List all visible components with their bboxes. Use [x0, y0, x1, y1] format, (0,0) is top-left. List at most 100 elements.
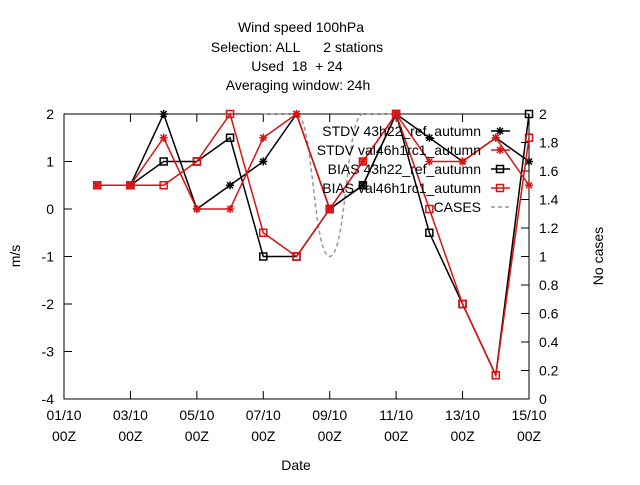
star-marker — [192, 205, 201, 213]
x-tick-label: 01/10 — [46, 407, 81, 423]
square-marker — [259, 252, 268, 261]
square-marker — [495, 183, 505, 193]
chart-title: Wind speed 100hPa Selection: ALL 2 stati… — [211, 19, 383, 93]
star-stroke — [496, 127, 504, 135]
legend-label: BIAS val46h1rc1_autumn — [322, 180, 481, 196]
square-marker — [225, 133, 235, 142]
legend-entry: CASES — [434, 199, 510, 215]
legend-entry: STDV val46h1rc1_autumn — [317, 142, 510, 158]
title-line-4: Averaging window: 24h — [226, 77, 371, 93]
star-marker — [226, 205, 235, 213]
y-tick-label: 0 — [46, 201, 54, 217]
y-tick-label: -4 — [42, 391, 55, 407]
x-tick-label-time: 00Z — [318, 428, 343, 444]
x-axis-label: Date — [281, 457, 311, 473]
star-stroke — [226, 205, 234, 213]
y2-tick-label: 0.2 — [539, 363, 559, 379]
y2-tick-label: 0 — [539, 391, 547, 407]
x-tick-label-time: 00Z — [52, 428, 77, 444]
series-bias-val46h1rc1-autumn — [92, 109, 534, 380]
title-line-1: Wind speed 100hPa — [238, 19, 364, 35]
y-tick-label: -3 — [42, 344, 55, 360]
star-stroke — [259, 134, 267, 142]
x-tick-label: 13/10 — [445, 407, 480, 423]
star-stroke — [525, 181, 533, 189]
x-tick-label: 07/10 — [246, 407, 281, 423]
star-stroke — [292, 110, 301, 118]
square-marker — [92, 181, 102, 190]
square-marker — [524, 109, 534, 119]
legend-label: STDV 43h22_ref_autumn — [322, 123, 481, 139]
axes-group: -4 -3 -2 -1 0 1 2 0 0.2 0.4 0.6 0.8 1 1.2 1.4 1.6 1.8 2 01… — [42, 106, 559, 444]
y2-tick-label: 0.6 — [539, 306, 559, 322]
y-tick-label: -2 — [42, 296, 55, 312]
x-tick-label: 11/10 — [379, 407, 413, 423]
star-marker — [259, 133, 268, 142]
x-tick-label: 05/10 — [179, 407, 214, 423]
x-tick-label-time: 00Z — [185, 428, 210, 444]
x-tick-label-time: 00Z — [517, 428, 542, 444]
square-marker — [391, 109, 401, 119]
y2-tick-label: 1.4 — [539, 192, 559, 208]
star-marker — [159, 110, 168, 118]
star-stroke — [160, 134, 168, 142]
square-marker — [358, 181, 368, 190]
y2-tick-label: 2 — [539, 106, 547, 122]
series-layer — [92, 109, 534, 380]
star-marker — [458, 157, 467, 166]
square-marker — [225, 109, 235, 119]
x-tick-label-time: 00Z — [451, 428, 476, 444]
y2-tick-label: 1.6 — [539, 163, 559, 179]
star-marker — [292, 110, 301, 118]
star-stroke — [193, 205, 201, 213]
square-marker — [425, 204, 434, 214]
legend-entry: STDV 43h22_ref_autumn — [322, 123, 510, 139]
y2-tick-label: 1.8 — [539, 135, 559, 151]
star-marker — [491, 133, 500, 142]
legend-label: CASES — [434, 199, 481, 215]
y2-tick-label: 0.8 — [539, 277, 559, 293]
square-marker — [259, 228, 268, 237]
star-stroke — [459, 157, 467, 166]
square-marker — [491, 371, 501, 380]
star-stroke — [496, 146, 504, 154]
star-stroke — [492, 134, 500, 142]
star-marker — [496, 127, 504, 135]
square-marker — [292, 252, 301, 261]
square-marker — [192, 157, 202, 166]
square-marker — [495, 164, 505, 174]
square-marker — [458, 299, 467, 309]
series-line — [97, 112, 530, 211]
legend-entry: BIAS 43h22_ref_autumn — [328, 161, 510, 177]
square-marker — [159, 157, 168, 166]
y-tick-label: -1 — [42, 249, 55, 265]
title-line-2: Selection: ALL 2 stations — [211, 39, 383, 55]
x-tick-label: 03/10 — [113, 407, 148, 423]
square-marker — [425, 228, 434, 237]
y2-axis-label: No cases — [590, 227, 606, 285]
x-tick-label: 09/10 — [312, 407, 347, 423]
star-marker — [425, 157, 434, 166]
star-stroke — [160, 110, 168, 118]
x-tick-label-time: 00Z — [384, 428, 409, 444]
y-tick-label: 1 — [46, 154, 54, 170]
legend: STDV 43h22_ref_autumn STDV val46h1rc1_aut… — [317, 123, 510, 215]
square-marker — [325, 204, 334, 214]
star-stroke — [425, 157, 433, 166]
x-tick-label: 15/10 — [511, 407, 546, 423]
star-marker — [159, 133, 168, 142]
y-axis-label: m/s — [7, 245, 23, 268]
x-tick-label-time: 00Z — [118, 428, 143, 444]
y2-tick-label: 1 — [539, 249, 547, 265]
star-stroke — [425, 134, 433, 142]
star-marker — [226, 181, 235, 190]
y2-tick-label: 1.2 — [539, 220, 559, 236]
star-stroke — [525, 157, 533, 166]
square-marker — [524, 133, 534, 142]
series-line — [97, 112, 530, 378]
legend-label: BIAS 43h22_ref_autumn — [328, 161, 481, 177]
y-tick-label: 2 — [46, 106, 54, 122]
x-tick-label-time: 00Z — [251, 428, 276, 444]
star-marker — [525, 181, 533, 190]
